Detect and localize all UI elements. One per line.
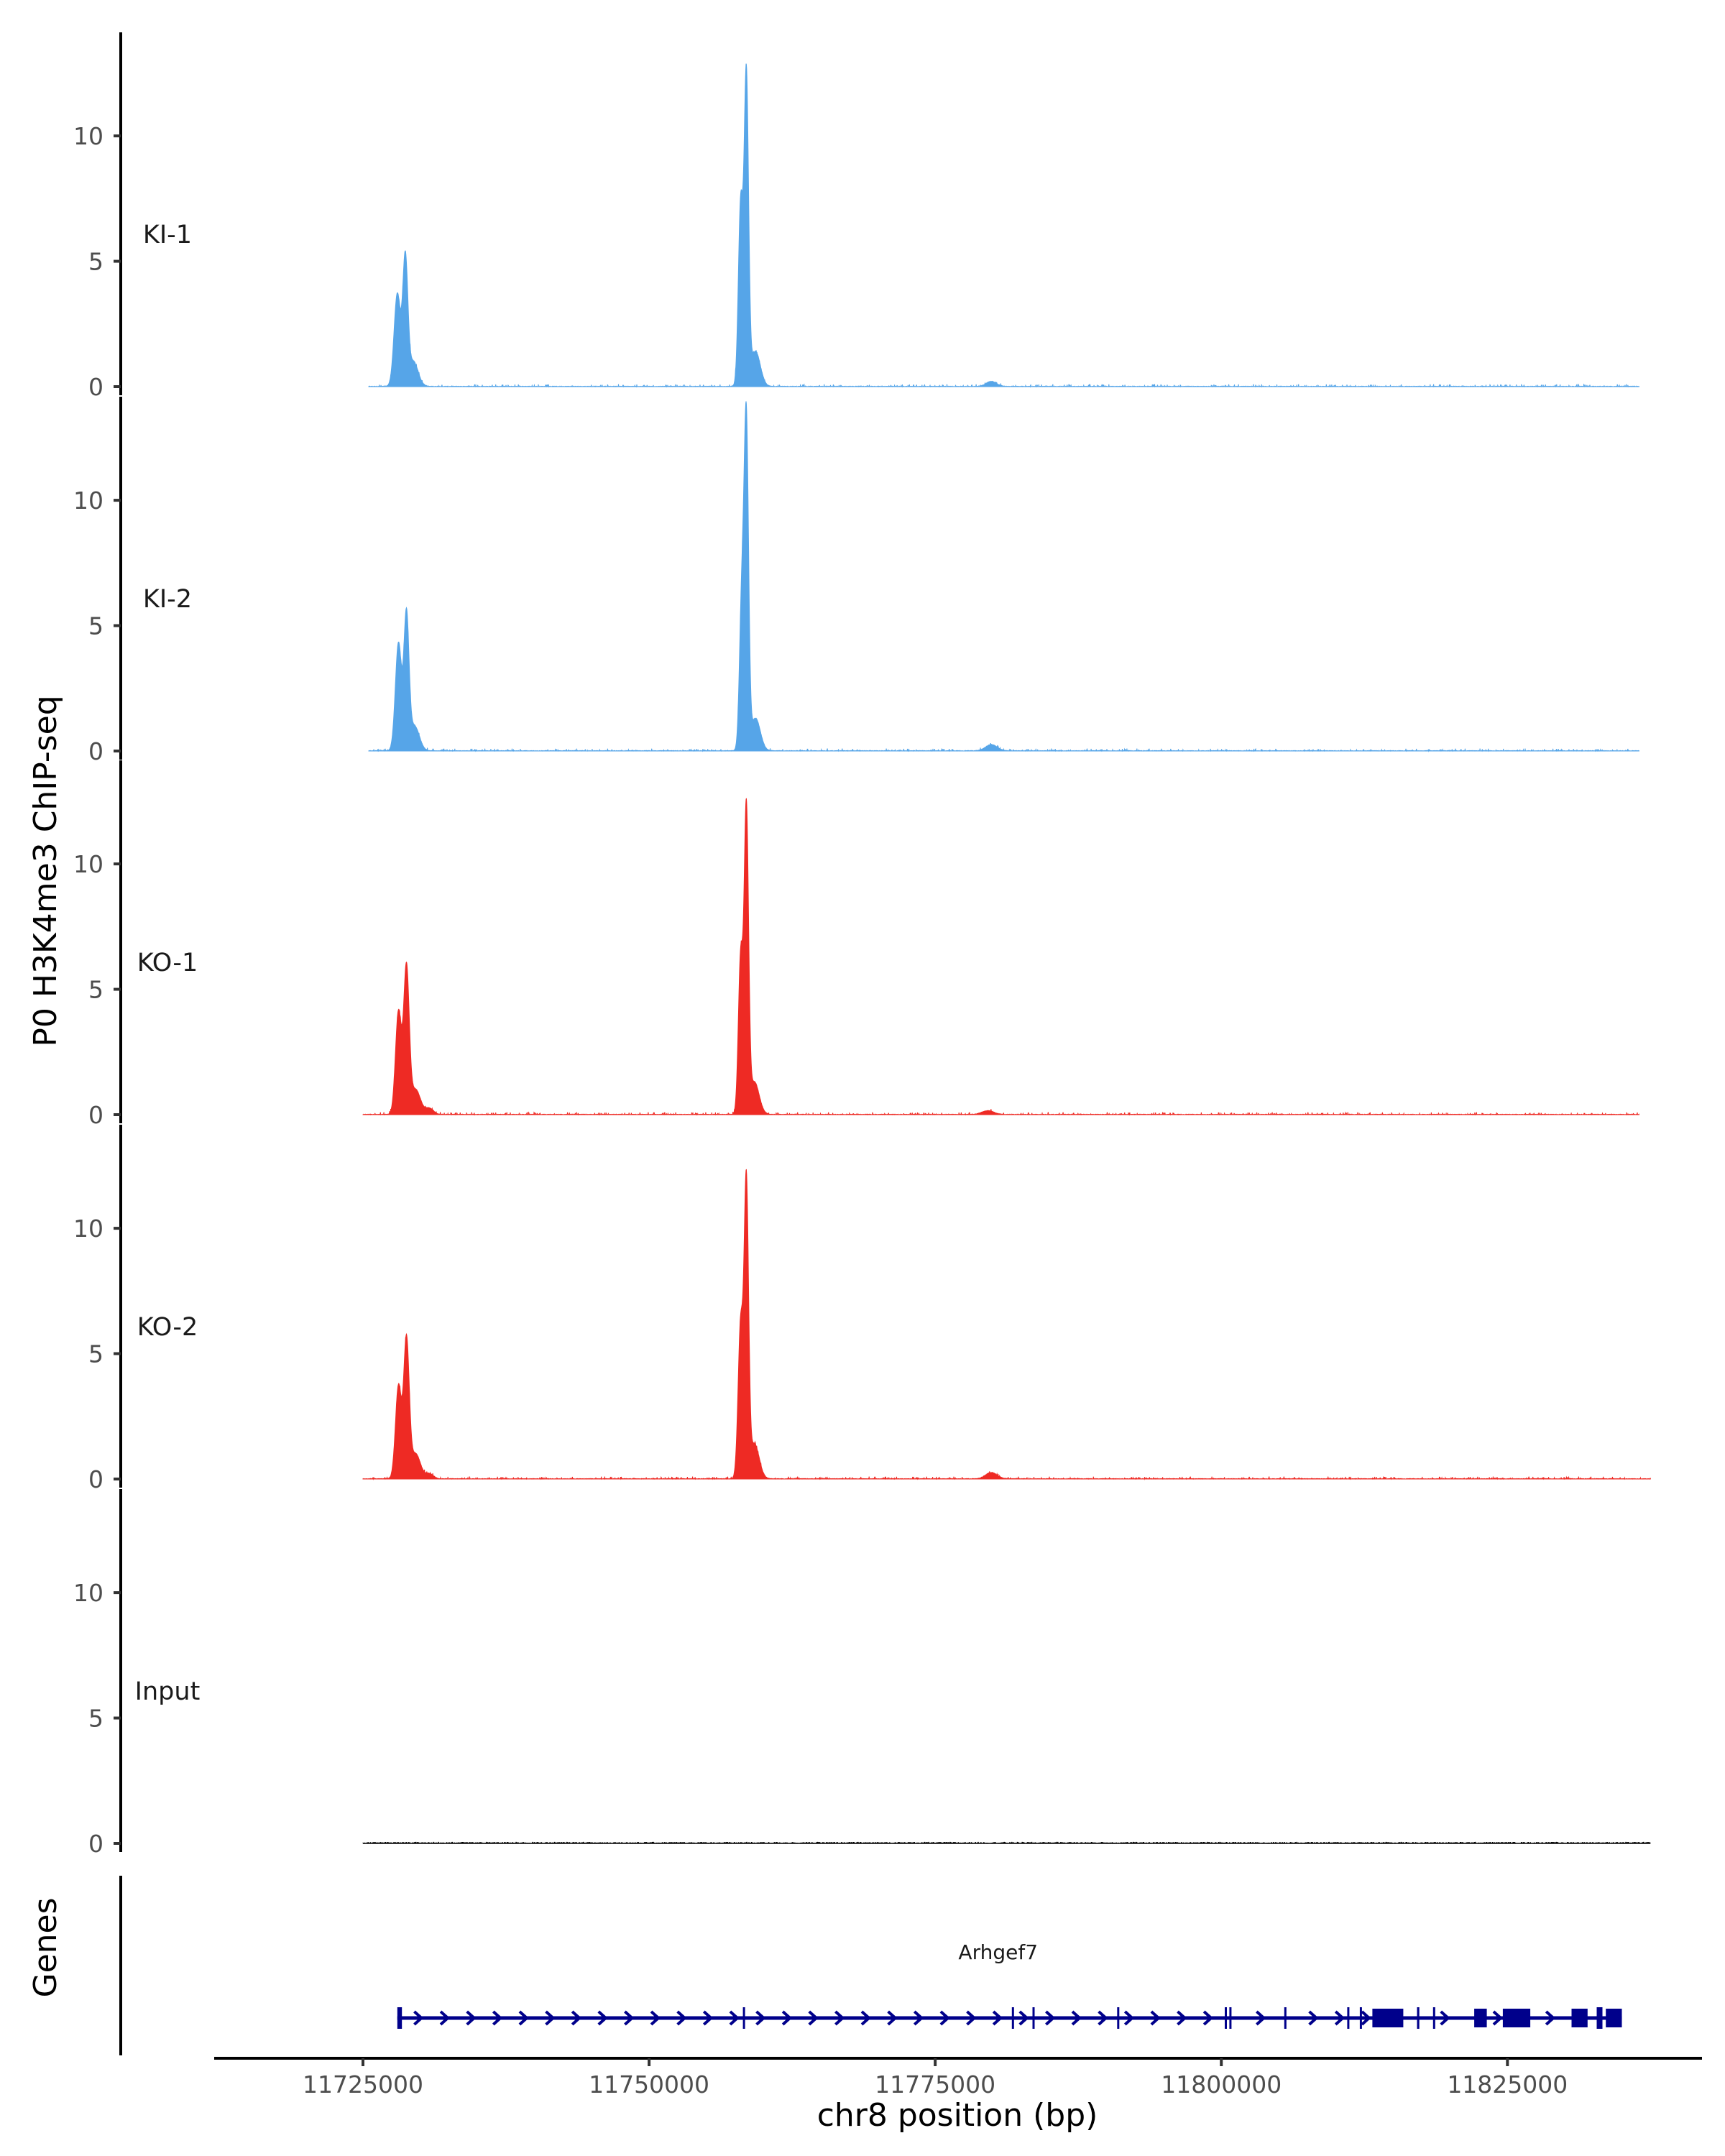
strand-chevron	[518, 2010, 529, 2026]
gene-exon	[1474, 2009, 1487, 2027]
gene-exon	[1032, 2007, 1035, 2029]
track-label: KO-2	[137, 1313, 198, 1342]
signal-area-KO-2	[362, 1169, 1651, 1480]
gene-exon	[742, 2007, 745, 2029]
y-tick-label: 5	[88, 1340, 104, 1368]
y-tick-label: 0	[88, 1101, 104, 1129]
strand-chevron	[439, 2010, 451, 2026]
strand-chevron	[755, 2010, 766, 2026]
x-tick-label: 11725000	[303, 2070, 423, 2099]
y-tick-label: 5	[88, 612, 104, 640]
gene-exon	[1596, 2007, 1603, 2029]
y-tick-label: 5	[88, 248, 104, 276]
gene-exon	[1502, 2009, 1531, 2027]
gene-exon	[1417, 2007, 1420, 2029]
strand-chevron	[1308, 2010, 1319, 2026]
x-tick-label: 11750000	[589, 2070, 709, 2099]
strand-chevron	[1098, 2010, 1108, 2026]
track-KO-2: 0 5 10 KO-2	[73, 1125, 1651, 1493]
gene-exon	[1225, 2007, 1227, 2029]
gene-exon	[1117, 2007, 1120, 2029]
y-tick-label: 10	[73, 1579, 104, 1607]
y-axis-title: P0 H3K4me3 ChIP-seq	[27, 695, 64, 1046]
x-axis-title: chr8 position (bp)	[817, 2097, 1098, 2134]
x-tick-label: 11775000	[875, 2070, 995, 2099]
signal-area-KO-1	[362, 798, 1639, 1116]
gene-exon	[1011, 2007, 1014, 2029]
strand-chevron	[966, 2010, 977, 2026]
strand-chevron	[992, 2010, 1003, 2026]
strand-chevron	[1334, 2010, 1346, 2026]
strand-chevron	[571, 2010, 582, 2026]
gene-exon	[397, 2007, 402, 2029]
strand-chevron	[1256, 2010, 1266, 2026]
strand-chevron	[729, 2010, 740, 2026]
strand-chevron	[1177, 2010, 1187, 2026]
track-label: KI-2	[143, 585, 192, 614]
gene-exon	[1229, 2007, 1232, 2029]
track-KI-2: 0 5 10 KI-2	[73, 397, 1639, 765]
track-label: KI-1	[143, 221, 192, 249]
gene-exon	[1432, 2007, 1435, 2029]
y-tick-label: 0	[88, 1465, 104, 1493]
strand-chevron	[887, 2010, 898, 2026]
track-label: Input	[135, 1677, 201, 1706]
y-tick-label: 10	[73, 850, 104, 878]
y-tick-label: 10	[73, 122, 104, 150]
strand-chevron	[702, 2010, 714, 2026]
y-tick-label: 0	[88, 737, 104, 765]
gene-name-label: Arhgef7	[958, 1940, 1038, 1964]
strand-chevron	[1492, 2010, 1503, 2026]
strand-chevron	[624, 2010, 635, 2026]
track-KO-1: 0 5 10 KO-1	[73, 760, 1639, 1129]
strand-chevron	[913, 2010, 924, 2026]
strand-chevron	[492, 2010, 503, 2026]
gene-exon	[1347, 2007, 1350, 2029]
strand-chevron	[781, 2010, 793, 2026]
strand-chevron	[413, 2010, 424, 2026]
strand-chevron	[1440, 2010, 1450, 2026]
signal-tracks: 0 5 10 KI-1 0 5 10 KI-2 0 5 10 KO-1 0 5 10 KO-2 0 5 10 Inpu…	[73, 32, 1652, 1858]
strand-chevron	[1018, 2010, 1029, 2026]
strand-chevron	[1150, 2010, 1161, 2026]
strand-chevron	[1045, 2010, 1056, 2026]
gene-exon	[1359, 2007, 1362, 2029]
gene-exon	[1372, 2009, 1404, 2027]
track-Input: 0 5 10 Input	[73, 1489, 1652, 1858]
strand-chevron	[597, 2010, 608, 2026]
y-tick-label: 0	[88, 1830, 104, 1858]
track-KI-1: 0 5 10 KI-1	[73, 32, 1639, 401]
strand-chevron	[834, 2010, 845, 2026]
y-tick-label: 10	[73, 1215, 104, 1243]
gene-exon	[1606, 2009, 1622, 2027]
y-tick-label: 0	[88, 373, 104, 401]
strand-chevron	[808, 2010, 819, 2026]
y-tick-label: 10	[73, 487, 104, 515]
signal-area-KI-2	[368, 401, 1639, 752]
y-tick-label: 5	[88, 976, 104, 1004]
genes-track-title: Genes	[27, 1897, 64, 1997]
x-tick-label: 11800000	[1161, 2070, 1282, 2099]
gene-exon	[1571, 2009, 1588, 2027]
x-axis: 11725000 11750000 11775000 11800000 11825000	[214, 2057, 1702, 2099]
strand-chevron	[1361, 2010, 1371, 2026]
genes-track: Arhgef7	[119, 1876, 1622, 2055]
track-label: KO-1	[137, 949, 198, 977]
strand-chevron	[1202, 2010, 1214, 2026]
strand-chevron	[650, 2010, 661, 2026]
strand-chevron	[545, 2010, 556, 2026]
signal-area-KI-1	[368, 63, 1639, 388]
gene-exon	[1284, 2007, 1287, 2029]
strand-chevron	[1123, 2010, 1135, 2026]
strand-chevron	[860, 2010, 872, 2026]
strand-chevron	[676, 2010, 687, 2026]
strand-chevron	[1545, 2010, 1556, 2026]
signal-noise-Input	[362, 1841, 1652, 1843]
strand-chevron	[466, 2010, 477, 2026]
y-tick-label: 5	[88, 1705, 104, 1733]
strand-chevron	[1071, 2010, 1082, 2026]
x-tick-label: 11825000	[1447, 2070, 1568, 2099]
strand-chevron	[939, 2010, 950, 2026]
